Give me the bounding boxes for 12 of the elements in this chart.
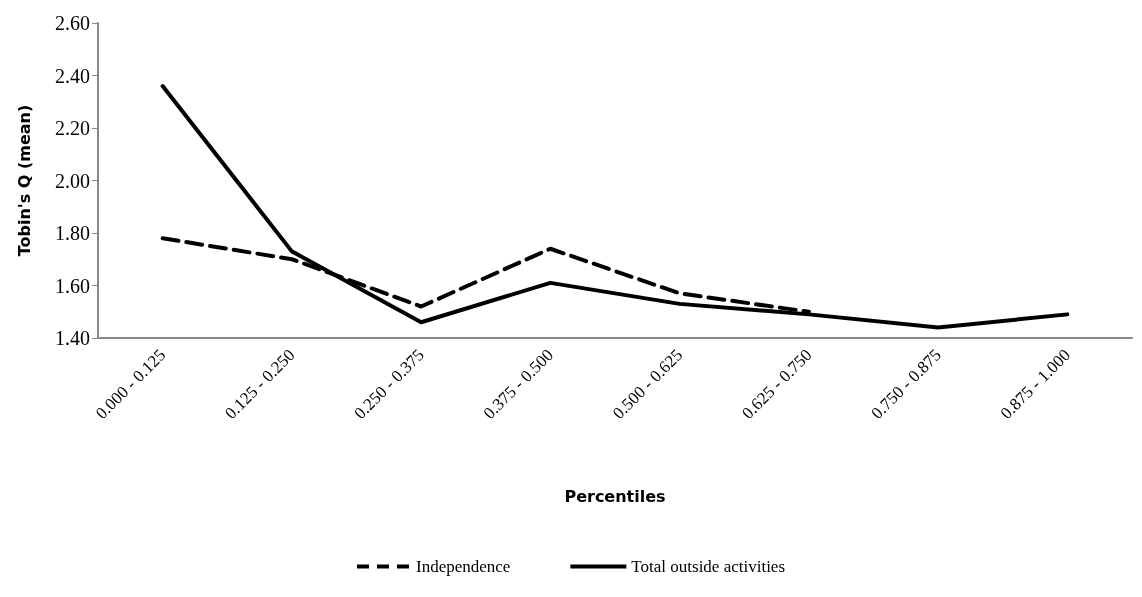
line-series — [160, 84, 1070, 330]
y-tick-label: 2.40 — [55, 64, 90, 87]
y-tick-label: 2.00 — [55, 169, 90, 192]
y-axis-title: Tobin's Q (mean) — [14, 104, 34, 257]
y-tick-label: 1.40 — [55, 327, 90, 349]
x-axis-title: Percentiles — [564, 486, 666, 506]
y-tick-label: 1.80 — [55, 222, 90, 244]
legend-label: Total outside activities — [631, 557, 786, 576]
legend-label: Independence — [415, 557, 511, 576]
y-tick-label: 2.20 — [55, 117, 90, 139]
y-tick-label: 2.60 — [55, 12, 90, 34]
y-tick-label: 1.60 — [55, 274, 90, 297]
